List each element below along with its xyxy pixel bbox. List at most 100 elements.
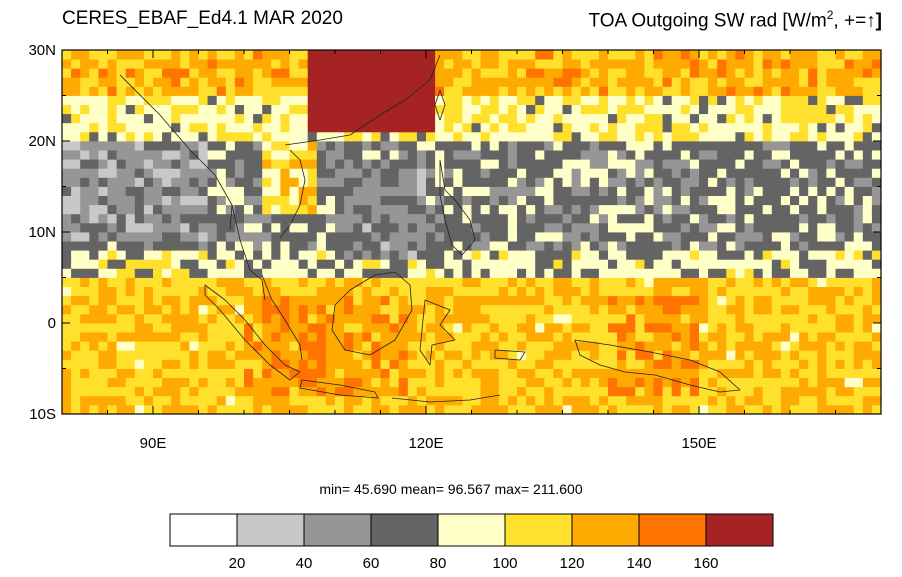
heatmap-cell [426, 113, 436, 124]
heatmap-cell [253, 350, 263, 360]
heatmap-cell [680, 313, 691, 324]
heatmap-cell [498, 259, 509, 269]
heatmap-cell [398, 368, 409, 378]
heatmap-cell [71, 50, 81, 60]
heatmap-cell [435, 386, 445, 397]
heatmap-cell [608, 404, 618, 415]
heatmap-cell [480, 204, 491, 215]
heatmap-cell [198, 304, 208, 315]
heatmap-cell [753, 77, 764, 87]
heatmap-cell [71, 350, 81, 360]
heatmap-cell [71, 59, 81, 69]
heatmap-cell [189, 304, 199, 315]
heatmap-cell [180, 250, 190, 260]
heatmap-cell [817, 86, 827, 96]
heatmap-cell [580, 150, 591, 160]
heatmap-cell [835, 286, 845, 297]
heatmap-cell [480, 259, 491, 269]
heatmap-cell [699, 195, 709, 206]
heatmap-cell [435, 286, 445, 297]
heatmap-cell [598, 159, 609, 169]
heatmap-cell [626, 195, 636, 206]
heatmap-cell [589, 304, 600, 315]
colorbar-swatch [169, 513, 238, 547]
heatmap-cell [262, 341, 272, 351]
heatmap-cell [207, 222, 218, 233]
heatmap-cell [680, 86, 691, 96]
heatmap-cell [89, 213, 99, 224]
heatmap-cell [662, 68, 673, 78]
heatmap-cell [744, 241, 754, 251]
heatmap-cell [571, 268, 582, 278]
heatmap-cell [626, 131, 636, 142]
heatmap-cell [362, 77, 372, 87]
heatmap-cell [353, 141, 363, 151]
heatmap-cell [708, 59, 718, 69]
heatmap-cell [225, 359, 236, 369]
colorbar-label: 120 [559, 555, 584, 572]
heatmap-cell [598, 95, 609, 105]
heatmap-cell [635, 95, 645, 105]
heatmap-cell [717, 268, 727, 278]
heatmap-cell [298, 68, 309, 78]
heatmap-cell [544, 86, 554, 96]
heatmap-cell [143, 204, 154, 215]
heatmap-cell [125, 332, 136, 342]
heatmap-cell [380, 395, 390, 406]
heatmap-cell [790, 50, 800, 60]
heatmap-cell [62, 286, 72, 297]
heatmap-cell [498, 186, 509, 196]
heatmap-cell [671, 295, 682, 306]
heatmap-cell [762, 168, 773, 178]
heatmap-cell [462, 232, 472, 242]
heatmap-cell [653, 241, 663, 251]
heatmap-cell [116, 377, 127, 388]
heatmap-cell [335, 95, 345, 105]
heatmap-cell [444, 377, 454, 388]
coastline-myanmar [231, 204, 266, 301]
heatmap-cell [680, 395, 691, 406]
heatmap-cell [853, 186, 864, 196]
heatmap-cell [298, 368, 309, 378]
heatmap-cell [862, 304, 873, 315]
heatmap-cell [735, 268, 745, 278]
heatmap-cell [708, 304, 718, 315]
heatmap-cell [553, 177, 563, 187]
heatmap-cell [626, 404, 636, 415]
heatmap-cell [771, 259, 782, 269]
heatmap-cell [153, 204, 163, 215]
heatmap-cell [280, 332, 290, 342]
heatmap-cell [416, 159, 427, 169]
heatmap-cell [617, 131, 627, 142]
heatmap-cell [262, 313, 272, 324]
heatmap-cell [362, 204, 372, 215]
heatmap-cell [426, 259, 436, 269]
heatmap-cell [143, 177, 154, 187]
heatmap-cell [726, 59, 736, 69]
heatmap-cell [344, 150, 354, 160]
heatmap-cell [571, 277, 582, 287]
heatmap-cell [862, 268, 873, 278]
heatmap-cell [608, 368, 618, 378]
heatmap-cell [116, 204, 127, 215]
heatmap-cell [371, 323, 381, 333]
heatmap-cell [544, 186, 554, 196]
heatmap-cell [244, 204, 254, 215]
heatmap-cell [635, 259, 645, 269]
heatmap-cell [316, 350, 327, 360]
heatmap-cell [271, 241, 281, 251]
heatmap-cell [134, 177, 145, 187]
heatmap-cell [735, 332, 745, 342]
heatmap-cell [116, 304, 127, 315]
heatmap-cell [453, 195, 463, 206]
heatmap-cell [744, 250, 754, 260]
heatmap-cell [398, 395, 409, 406]
heatmap-field [62, 50, 882, 415]
heatmap-cell [835, 59, 845, 69]
heatmap-cell [116, 268, 127, 278]
heatmap-cell [280, 59, 290, 69]
heatmap-cell [244, 95, 254, 105]
heatmap-cell [435, 313, 445, 324]
heatmap-cell [744, 131, 754, 142]
heatmap-cell [335, 122, 345, 133]
